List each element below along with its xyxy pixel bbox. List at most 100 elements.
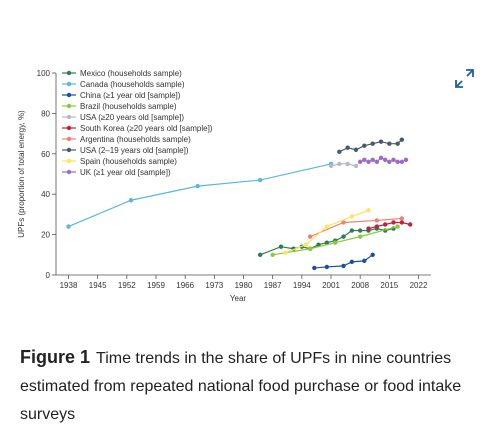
data-point — [370, 141, 375, 146]
x-tick-label: 1959 — [147, 281, 165, 290]
legend-label: USA (2–19 years old [sample]) — [80, 146, 189, 155]
data-point — [341, 220, 346, 225]
series-line — [309, 217, 402, 238]
x-tick-label: 1994 — [293, 281, 311, 290]
x-tick-label: 1938 — [60, 281, 78, 290]
data-point — [324, 264, 330, 270]
legend-marker — [66, 125, 72, 131]
data-point — [370, 157, 375, 163]
data-point — [399, 159, 405, 165]
data-point — [303, 242, 309, 247]
data-point — [378, 139, 384, 144]
data-point — [353, 147, 359, 152]
y-tick-label: 0 — [46, 271, 51, 280]
data-point — [66, 224, 71, 229]
data-point — [307, 234, 313, 239]
data-point — [282, 250, 288, 255]
series-line — [330, 163, 357, 167]
x-tick-label: 1980 — [235, 281, 253, 290]
x-tick-label: 1952 — [118, 281, 136, 290]
y-tick-label: 20 — [41, 231, 50, 240]
legend-label: China (≥1 year old [sample]) — [80, 91, 181, 100]
caption-label: Figure 1 — [20, 347, 91, 367]
legend-marker — [66, 81, 72, 87]
data-point — [366, 159, 371, 165]
legend-label: UK (≥1 year old [sample]) — [80, 168, 171, 177]
x-tick-label: 1966 — [176, 281, 194, 290]
data-point — [399, 220, 405, 225]
data-point — [337, 161, 342, 167]
data-point — [366, 226, 371, 231]
data-point — [387, 159, 392, 165]
data-point — [324, 240, 330, 245]
x-tick-label: 1973 — [205, 281, 223, 290]
data-point — [316, 242, 321, 247]
data-point — [362, 157, 367, 163]
data-point — [391, 220, 396, 225]
legend-label: Spain (households sample) — [80, 157, 177, 166]
data-point — [257, 252, 263, 257]
legend-marker — [66, 70, 72, 76]
data-point — [357, 234, 363, 239]
caption-text: Time trends in the share of UPFs in nine… — [20, 350, 462, 423]
data-point — [382, 157, 388, 163]
data-point — [332, 240, 338, 245]
data-point — [395, 224, 400, 229]
data-point — [387, 141, 392, 146]
y-tick-label: 60 — [41, 150, 50, 159]
data-point — [399, 137, 405, 142]
data-point — [374, 224, 380, 229]
series-line — [284, 209, 369, 254]
data-point — [374, 218, 380, 223]
x-tick-label: 2015 — [380, 281, 398, 290]
data-point — [312, 265, 317, 271]
data-point — [341, 263, 346, 269]
y-tick-label: 100 — [37, 69, 51, 78]
data-point — [378, 155, 384, 161]
legend-label: Canada (households sample) — [80, 80, 185, 89]
series-line — [339, 139, 403, 153]
x-tick-label: 1987 — [264, 281, 282, 290]
caption: Figure 1 Time trends in the share of UPFs… — [20, 343, 490, 429]
data-point — [270, 252, 275, 257]
legend-label: Argentina (households sample) — [80, 135, 191, 144]
data-point — [345, 161, 350, 167]
data-point — [395, 141, 400, 146]
data-point — [328, 163, 334, 169]
legend-marker — [66, 158, 72, 164]
y-tick-label: 80 — [41, 109, 50, 118]
data-point — [382, 222, 388, 227]
data-point — [324, 224, 330, 229]
x-axis-label: Year — [230, 294, 247, 303]
data-point — [374, 159, 380, 165]
data-point — [337, 149, 342, 154]
legend-marker — [66, 136, 72, 142]
legend-marker — [66, 92, 72, 98]
data-point — [370, 252, 375, 257]
data-point — [362, 143, 367, 148]
legend-label: South Korea (≥20 years old [sample]) — [80, 124, 213, 133]
expand-glyph[interactable] — [455, 69, 474, 88]
data-point — [278, 244, 284, 249]
data-point — [345, 145, 350, 150]
data-point — [399, 216, 405, 221]
data-point — [349, 259, 355, 265]
data-point — [349, 214, 355, 219]
data-point — [391, 157, 396, 163]
data-point — [353, 163, 359, 169]
legend-marker — [66, 169, 72, 175]
y-axis-label: UPFs (proportion of total energy, %) — [17, 110, 26, 238]
x-tick-label: 2022 — [410, 281, 428, 290]
data-point — [395, 159, 400, 165]
data-point — [357, 228, 363, 233]
legend-marker — [66, 103, 72, 109]
data-point — [257, 177, 263, 183]
legend-label: Mexico (households sample) — [80, 69, 182, 78]
data-point — [341, 234, 346, 239]
x-tick-label: 1945 — [89, 281, 107, 290]
data-point — [307, 246, 313, 251]
expand-icon[interactable] — [455, 69, 474, 88]
x-tick-label: 2001 — [322, 281, 340, 290]
legend-marker — [66, 114, 72, 120]
